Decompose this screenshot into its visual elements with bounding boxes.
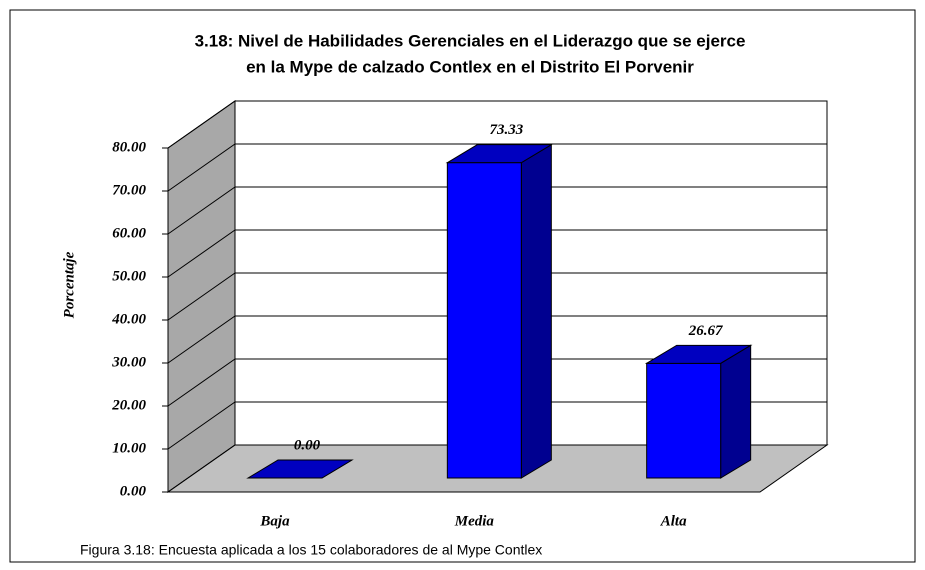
- grid-line: [167, 358, 827, 407]
- bar-side: [720, 344, 752, 479]
- chart-title: 3.18: Nivel de Habilidades Gerenciales e…: [195, 31, 746, 50]
- grid-line: [167, 315, 827, 364]
- y-tick-label: 10.00: [112, 440, 146, 456]
- grid-line: [167, 229, 827, 278]
- grid-line: [167, 444, 827, 493]
- bar-top: [246, 459, 354, 479]
- grid-line: [167, 143, 827, 192]
- y-axis-title: Porcentaje: [61, 251, 77, 318]
- value-label: 0.00: [294, 437, 321, 453]
- y-tick-label: 20.00: [111, 397, 146, 413]
- y-tick-label: 60.00: [112, 225, 146, 241]
- x-tick-label: Baja: [259, 513, 290, 529]
- y-tick-label: 50.00: [112, 268, 146, 284]
- bar-top: [644, 344, 753, 364]
- y-tick-label: 40.00: [111, 311, 146, 327]
- value-label: 73.33: [489, 122, 523, 138]
- x-tick-label: Media: [454, 513, 495, 529]
- caption: Figura 3.18: Encuesta aplicada a los 15 …: [80, 542, 542, 558]
- chart-title: en la Mype de calzado Contlex en el Dist…: [246, 57, 694, 76]
- y-tick-label: 80.00: [112, 139, 146, 155]
- bar-side: [520, 143, 552, 479]
- y-tick-label: 0.00: [120, 483, 147, 499]
- y-tick-label: 70.00: [112, 182, 146, 198]
- value-label: 26.67: [688, 323, 723, 339]
- grid-line: [167, 100, 827, 149]
- y-tick-label: 30.00: [111, 354, 146, 370]
- grid-line: [167, 186, 827, 235]
- grid-line: [167, 272, 827, 321]
- grid-line: [167, 401, 827, 450]
- bar: [446, 162, 522, 479]
- bar-top: [445, 144, 554, 164]
- x-tick-label: Alta: [660, 513, 687, 529]
- bar: [646, 362, 722, 479]
